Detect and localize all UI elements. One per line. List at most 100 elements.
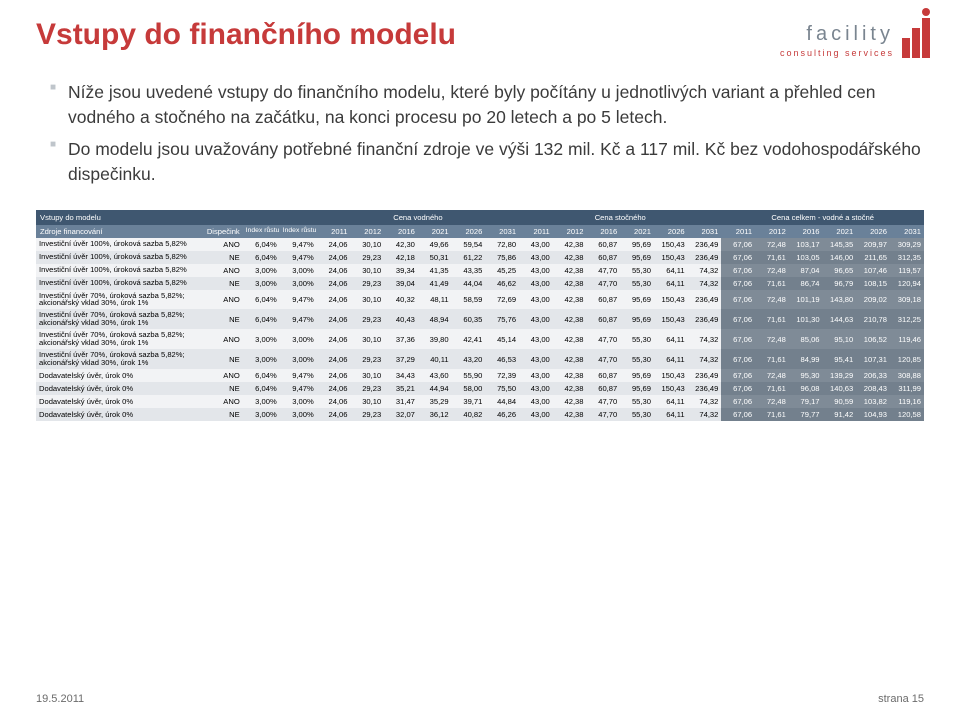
- cell: 3,00%: [280, 395, 317, 408]
- cell: 210,78: [856, 309, 890, 329]
- cell: 55,30: [620, 264, 654, 277]
- col-disp: Dispečink: [199, 225, 243, 238]
- cell: 42,38: [553, 251, 587, 264]
- cell: 37,36: [384, 329, 418, 349]
- cell: 43,00: [519, 408, 553, 421]
- col-year: 2031: [688, 225, 722, 238]
- col-year: 2011: [519, 225, 553, 238]
- cell: 50,31: [418, 251, 452, 264]
- cell: 24,06: [317, 238, 351, 251]
- col-year: 2016: [587, 225, 621, 238]
- logo: facility consulting services: [780, 10, 932, 58]
- cell: NE: [199, 309, 243, 329]
- grp-celkem: Cena celkem - vodné a stočné: [721, 210, 924, 225]
- cell: 75,76: [485, 309, 519, 329]
- cell: 74,32: [688, 277, 722, 290]
- cell: 43,00: [519, 290, 553, 310]
- cell: 6,04%: [243, 251, 280, 264]
- cell: 44,84: [485, 395, 519, 408]
- cell: 72,48: [755, 329, 789, 349]
- cell: 48,11: [418, 290, 452, 310]
- cell: 140,63: [823, 382, 857, 395]
- cell: 120,85: [890, 349, 924, 369]
- cell: 103,05: [789, 251, 823, 264]
- cell: 29,23: [350, 408, 384, 421]
- cell: 55,30: [620, 395, 654, 408]
- cell: 72,69: [485, 290, 519, 310]
- cell: 6,04%: [243, 369, 280, 382]
- cell: 40,43: [384, 309, 418, 329]
- cell: 60,35: [452, 309, 486, 329]
- cell: 24,06: [317, 329, 351, 349]
- cell: 72,48: [755, 238, 789, 251]
- table-body: Investiční úvěr 100%, úroková sazba 5,82…: [36, 238, 924, 422]
- cell: 39,71: [452, 395, 486, 408]
- col-year: 2026: [654, 225, 688, 238]
- cell: 6,04%: [243, 309, 280, 329]
- cell: ANO: [199, 290, 243, 310]
- cell: 47,70: [587, 277, 621, 290]
- cell: 150,43: [654, 238, 688, 251]
- cell: 64,11: [654, 329, 688, 349]
- col-idx-s: Index růstu stočného: [280, 225, 317, 238]
- cell: NE: [199, 408, 243, 421]
- cell: 3,00%: [243, 277, 280, 290]
- cell: 144,63: [823, 309, 857, 329]
- col-year: 2016: [789, 225, 823, 238]
- cell: 72,39: [485, 369, 519, 382]
- cell: 30,10: [350, 369, 384, 382]
- cell: 91,42: [823, 408, 857, 421]
- cell: 104,93: [856, 408, 890, 421]
- table-row: Investiční úvěr 100%, úroková sazba 5,82…: [36, 251, 924, 264]
- cell: 67,06: [721, 238, 755, 251]
- cell: 60,87: [587, 309, 621, 329]
- cell: 67,06: [721, 329, 755, 349]
- cell: ANO: [199, 264, 243, 277]
- table-row: Dodavatelský úvěr, úrok 0%ANO3,00%3,00%2…: [36, 395, 924, 408]
- cell: 145,35: [823, 238, 857, 251]
- cell: 6,04%: [243, 238, 280, 251]
- cell: Dodavatelský úvěr, úrok 0%: [36, 369, 199, 382]
- cell: 119,46: [890, 329, 924, 349]
- cell: NE: [199, 251, 243, 264]
- cell: 39,04: [384, 277, 418, 290]
- cell: 3,00%: [243, 395, 280, 408]
- cell: 32,07: [384, 408, 418, 421]
- table-row: Investiční úvěr 70%, úroková sazba 5,82%…: [36, 290, 924, 310]
- cell: 309,18: [890, 290, 924, 310]
- cell: 119,16: [890, 395, 924, 408]
- cell: 67,06: [721, 408, 755, 421]
- cell: 74,32: [688, 408, 722, 421]
- cell: 42,38: [553, 369, 587, 382]
- cell: 43,00: [519, 382, 553, 395]
- cell: 236,49: [688, 369, 722, 382]
- cell: Dodavatelský úvěr, úrok 0%: [36, 395, 199, 408]
- grp-vodne: Cena vodného: [317, 210, 519, 225]
- bullet-list: Níže jsou uvedené vstupy do finančního m…: [50, 80, 924, 188]
- cell: 106,52: [856, 329, 890, 349]
- col-year: 2016: [384, 225, 418, 238]
- table-row: Investiční úvěr 70%, úroková sazba 5,82%…: [36, 309, 924, 329]
- cell: 58,00: [452, 382, 486, 395]
- cell: 46,62: [485, 277, 519, 290]
- footer-date: 19.5.2011: [36, 693, 84, 705]
- cell: 30,10: [350, 264, 384, 277]
- cell: 71,61: [755, 251, 789, 264]
- cell: 34,43: [384, 369, 418, 382]
- cell: 3,00%: [243, 329, 280, 349]
- cell: 43,00: [519, 238, 553, 251]
- cell: 42,38: [553, 309, 587, 329]
- cell: 95,69: [620, 382, 654, 395]
- col-year: 2012: [350, 225, 384, 238]
- cell: 208,43: [856, 382, 890, 395]
- cell: 55,30: [620, 349, 654, 369]
- cell: 236,49: [688, 382, 722, 395]
- cell: 49,66: [418, 238, 452, 251]
- cell: 9,47%: [280, 251, 317, 264]
- table-row: Investiční úvěr 100%, úroková sazba 5,82…: [36, 264, 924, 277]
- cell: 43,00: [519, 349, 553, 369]
- cell: 96,08: [789, 382, 823, 395]
- cell: 150,43: [654, 369, 688, 382]
- cell: 60,87: [587, 369, 621, 382]
- col-year: 2021: [418, 225, 452, 238]
